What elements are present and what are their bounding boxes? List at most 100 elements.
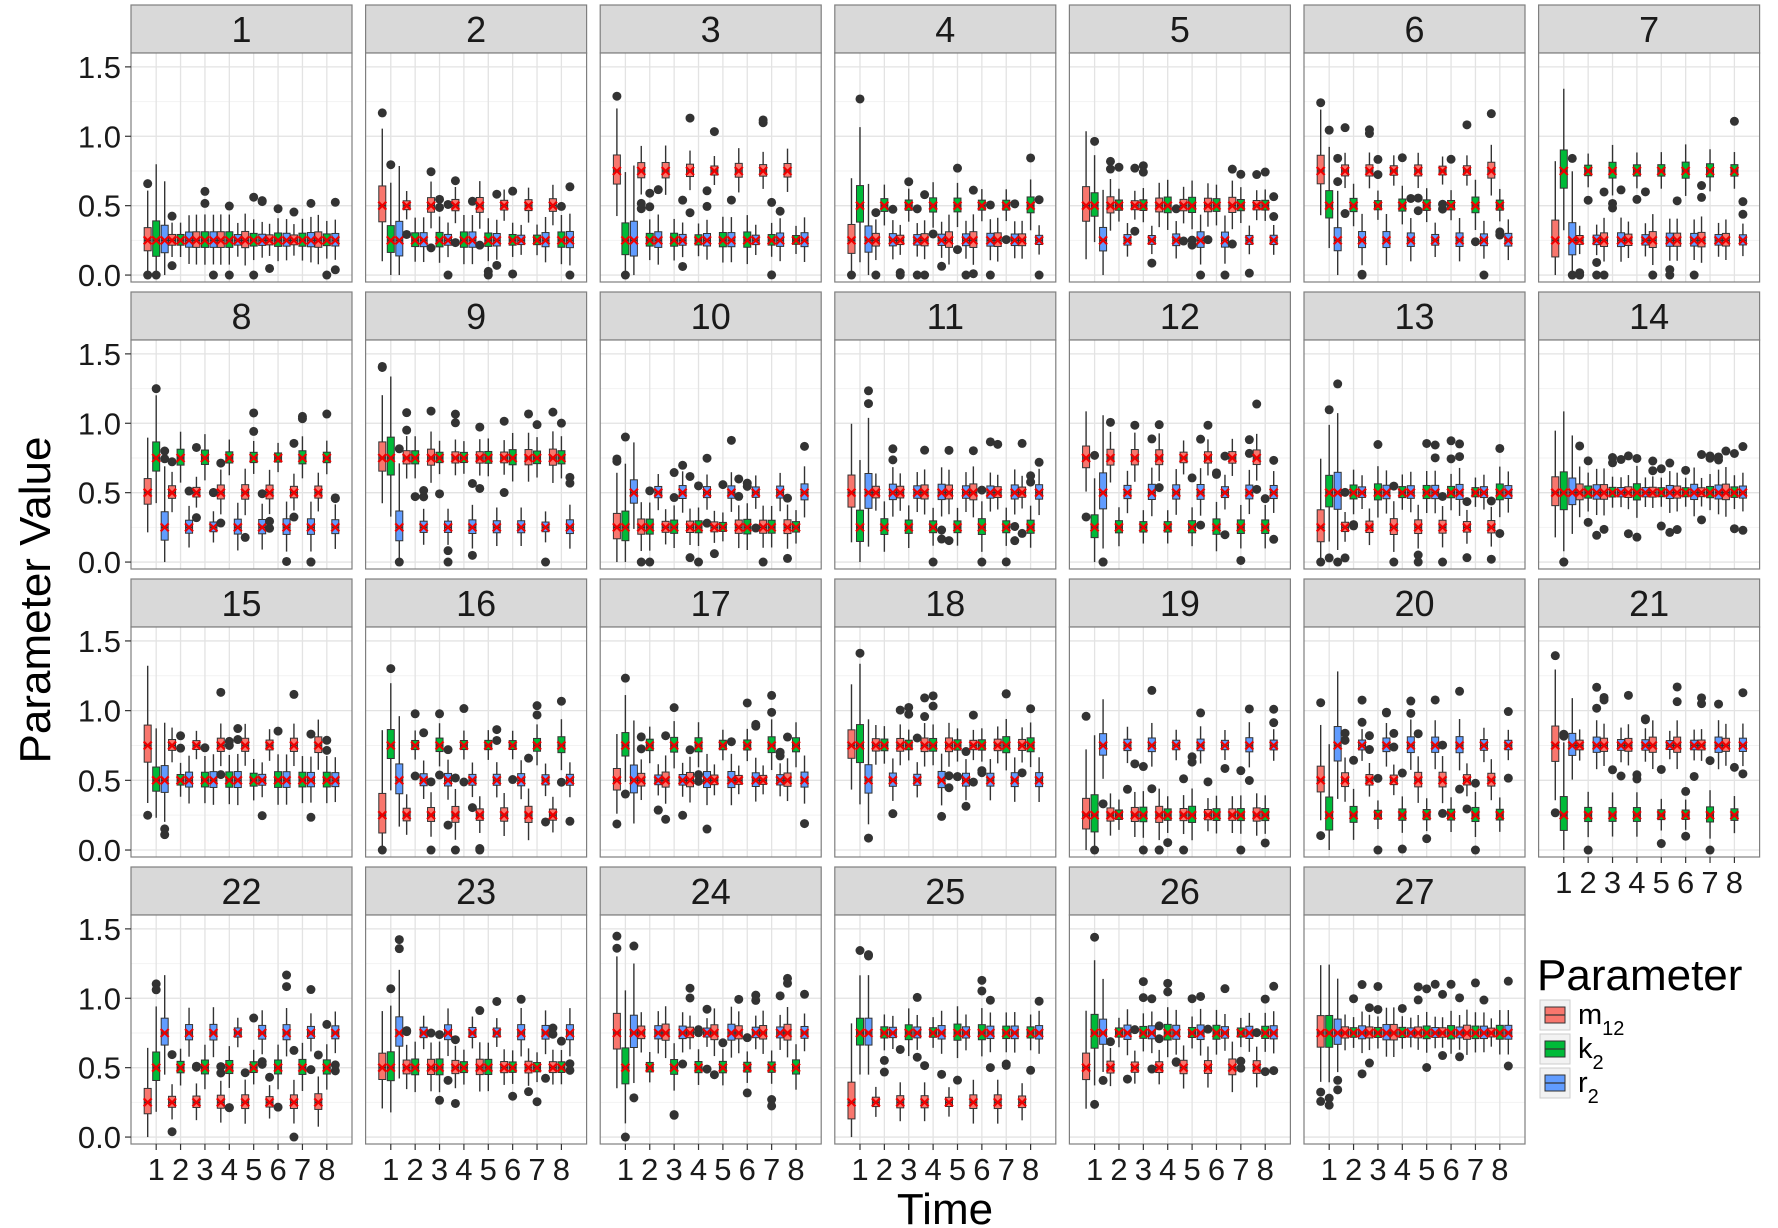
true-value-marker — [142, 487, 153, 498]
marker-stroke — [1340, 166, 1350, 176]
panel-1: 1 — [130, 4, 353, 283]
true-value-marker — [1034, 235, 1044, 246]
box-k2-t7 — [766, 505, 777, 548]
marker-stroke — [1147, 235, 1157, 246]
box-r2-t6 — [516, 224, 526, 255]
true-value-marker — [1462, 166, 1472, 176]
box-outlier — [524, 1087, 534, 1097]
box-k2-t8 — [322, 409, 332, 475]
box-outlier — [1147, 258, 1157, 268]
box-outlier — [306, 1065, 316, 1075]
box-outlier — [1220, 451, 1230, 461]
box-outlier — [1608, 203, 1618, 213]
box-outlier — [944, 445, 954, 455]
marker-stroke — [1244, 235, 1255, 246]
panel-22: 22 — [130, 866, 353, 1145]
box-outlier — [1001, 557, 1011, 567]
box-k2-t3 — [1373, 154, 1383, 220]
box-outlier — [394, 444, 404, 454]
box-outlier — [1349, 755, 1359, 765]
true-value-marker — [928, 200, 938, 211]
box-outlier — [306, 557, 316, 567]
box-outlier — [1010, 521, 1020, 531]
true-value-marker — [1009, 235, 1020, 246]
box-body — [855, 185, 864, 223]
box-outlier — [151, 985, 161, 995]
true-value-marker — [1607, 166, 1618, 176]
true-value-marker — [175, 235, 186, 246]
box-m12-t8 — [782, 148, 793, 192]
marker-stroke — [1738, 235, 1748, 246]
marker-stroke — [240, 487, 250, 498]
box-r2-t6 — [1689, 219, 1699, 280]
marker-stroke — [548, 200, 558, 211]
panel-strip-label: 10 — [691, 296, 731, 337]
box-outlier — [208, 270, 218, 280]
true-value-marker — [766, 522, 777, 533]
box-m12-t5 — [1648, 214, 1658, 280]
true-value-marker — [1721, 235, 1731, 246]
true-value-marker — [620, 235, 631, 246]
box-outlier — [1373, 170, 1383, 180]
true-value-marker — [629, 487, 639, 498]
true-value-marker — [1550, 235, 1561, 246]
true-value-marker — [499, 200, 509, 211]
box-outlier — [377, 108, 387, 118]
box-outlier — [167, 261, 177, 271]
box-outlier — [240, 1068, 250, 1078]
true-value-marker — [1089, 200, 1100, 211]
box-k2-t5 — [248, 408, 259, 474]
marker-stroke — [791, 522, 801, 533]
true-value-marker — [1251, 200, 1262, 211]
box-k2-t5 — [483, 438, 494, 477]
box-outlier — [944, 536, 954, 546]
true-value-marker — [1017, 235, 1027, 246]
box-outlier — [450, 176, 460, 186]
box-outlier — [1470, 237, 1480, 247]
true-value-marker — [1665, 235, 1675, 246]
box-outlier — [661, 814, 671, 824]
box-r2-t7 — [306, 198, 316, 263]
box-outlier — [450, 773, 460, 783]
true-value-marker — [766, 235, 777, 246]
box-outlier — [888, 455, 898, 465]
box-outlier — [1623, 451, 1633, 461]
marker-stroke — [1089, 200, 1100, 211]
marker-stroke — [401, 453, 412, 463]
box-body — [621, 222, 630, 256]
box-outlier — [1550, 651, 1560, 661]
box-outlier — [1714, 452, 1724, 462]
box-outlier — [669, 493, 679, 503]
true-value-marker — [499, 453, 509, 463]
true-value-marker — [799, 235, 810, 246]
box-outlier — [435, 709, 445, 719]
box-outlier — [216, 687, 226, 697]
box-k2-t2 — [1348, 183, 1359, 227]
true-value-marker — [1503, 235, 1514, 246]
box-m12-t6 — [1437, 156, 1448, 214]
true-value-marker — [1373, 200, 1383, 211]
panel-strip — [365, 291, 588, 341]
box-outlier — [306, 985, 316, 995]
marker-stroke — [1599, 235, 1609, 246]
true-value-marker — [475, 453, 485, 463]
marker-stroke — [306, 235, 316, 246]
box-outlier — [629, 1093, 639, 1103]
box-outlier — [661, 731, 671, 741]
box-m12-t2 — [636, 145, 647, 214]
box-r2-t4 — [1171, 204, 1181, 259]
true-value-marker — [782, 522, 793, 533]
marker-stroke — [1665, 235, 1675, 246]
box-outlier — [653, 185, 663, 195]
box-outlier — [1592, 530, 1602, 540]
true-value-marker — [548, 453, 558, 463]
marker-stroke — [523, 200, 534, 211]
marker-stroke — [224, 453, 235, 463]
marker-stroke — [903, 200, 914, 211]
marker-stroke — [629, 235, 639, 246]
true-value-marker — [1470, 200, 1481, 211]
box-outlier — [1486, 109, 1496, 119]
marker-stroke — [888, 487, 898, 498]
box-outlier — [669, 468, 679, 478]
box-outlier — [1389, 742, 1399, 752]
